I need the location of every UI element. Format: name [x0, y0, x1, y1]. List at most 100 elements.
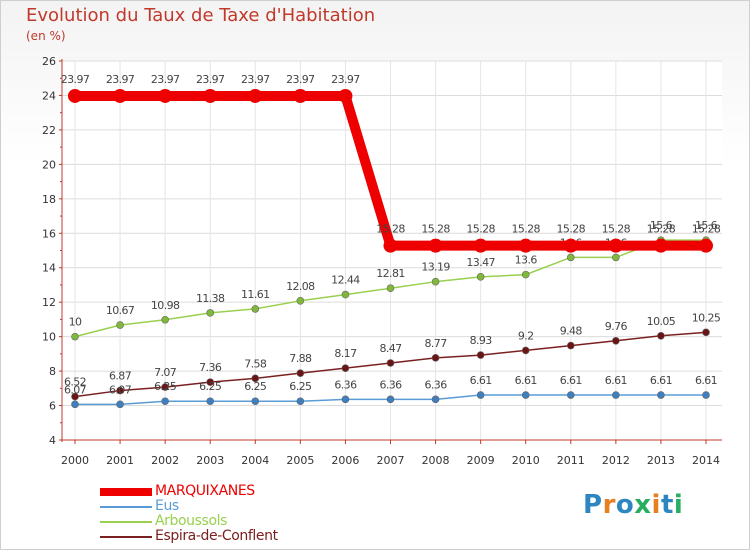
- x-tick-label: 2003: [196, 454, 224, 467]
- data-point-arboussols: [71, 332, 79, 341]
- data-point-eus: [657, 391, 665, 399]
- legend-item-eus[interactable]: Eus: [100, 498, 400, 515]
- data-label-eus: 6.25: [199, 380, 222, 393]
- data-point-eus: [161, 397, 169, 406]
- data-point-arboussols: [386, 284, 395, 293]
- data-point-espira-de-conflent: [566, 341, 575, 350]
- data-label-eus: 6.25: [154, 380, 177, 393]
- x-tick-label: 2010: [512, 454, 540, 467]
- data-point-eus: [476, 391, 485, 399]
- data-point-marquixanes: [428, 238, 443, 253]
- data-label-espira-de-conflent: 8.17: [334, 347, 357, 360]
- data-point-espira-de-conflent: [296, 369, 305, 377]
- x-tick-label: 2013: [647, 454, 675, 467]
- data-label-eus: 6.07: [64, 383, 87, 396]
- data-label-arboussols: 13.19: [421, 261, 450, 274]
- legend-item-marquixanes[interactable]: MARQUIXANES: [100, 483, 400, 500]
- data-point-espira-de-conflent: [657, 331, 665, 340]
- data-label-marquixanes: 23.97: [286, 73, 315, 86]
- data-label-marquixanes: 15.28: [602, 223, 631, 236]
- x-tick-label: 2008: [422, 454, 450, 467]
- logo-letter: i: [651, 490, 661, 520]
- data-label-marquixanes: 15.28: [421, 223, 450, 236]
- data-label-espira-de-conflent: 8.77: [425, 337, 448, 350]
- data-label-arboussols: 13.6: [515, 254, 538, 267]
- data-label-marquixanes: 15.28: [511, 223, 540, 236]
- data-label-arboussols: 10.67: [106, 304, 135, 317]
- legend-item-arboussols[interactable]: Arboussols: [100, 513, 400, 530]
- data-label-arboussols: 15.6: [695, 219, 718, 232]
- y-tick-label: 18: [42, 193, 56, 206]
- data-point-marquixanes: [248, 88, 263, 103]
- data-label-marquixanes: 15.28: [376, 223, 405, 236]
- data-label-espira-de-conflent: 6.52: [64, 376, 86, 389]
- x-tick-label: 2000: [61, 454, 89, 467]
- data-label-espira-de-conflent: 8.93: [470, 334, 493, 347]
- chart-title: Evolution du Taux de Taxe d'Habitation: [26, 5, 376, 26]
- y-tick-label: 12: [42, 296, 56, 309]
- data-point-eus: [251, 397, 260, 406]
- data-point-arboussols: [476, 273, 485, 281]
- legend-item-espira-de-conflent[interactable]: Espira-de-Conflent: [100, 528, 400, 545]
- series-espira-de-conflent: 6.52 6.87 7.07 7.36 7.58 7.88 8.17 8.47 8.77 8.93…: [64, 311, 721, 401]
- data-point-eus: [71, 400, 79, 409]
- data-label-eus: 6.36: [425, 378, 448, 391]
- data-label-arboussols: 12.81: [376, 267, 405, 280]
- data-point-marquixanes: [473, 238, 488, 253]
- data-point-marquixanes: [383, 238, 398, 253]
- data-label-marquixanes: 23.97: [241, 73, 270, 86]
- y-tick-label: 24: [42, 89, 56, 102]
- data-point-marquixanes: [563, 238, 578, 253]
- data-label-eus: 6.36: [334, 378, 357, 391]
- data-point-arboussols: [161, 315, 169, 324]
- data-point-espira-de-conflent: [386, 359, 395, 367]
- data-point-eus: [296, 397, 305, 406]
- data-point-espira-de-conflent: [251, 374, 260, 383]
- legend-swatch-espira-de-conflent: [100, 536, 152, 538]
- data-point-eus: [116, 400, 124, 409]
- data-label-eus: 6.61: [470, 374, 492, 387]
- x-tick-label: 2012: [602, 454, 630, 467]
- data-label-espira-de-conflent: 7.58: [244, 357, 267, 370]
- data-label-espira-de-conflent: 7.36: [199, 361, 222, 374]
- data-point-eus: [521, 391, 530, 399]
- data-point-arboussols: [116, 321, 124, 329]
- x-tick-label: 2014: [692, 454, 720, 467]
- data-point-eus: [386, 395, 395, 404]
- data-point-marquixanes: [653, 238, 668, 253]
- data-label-espira-de-conflent: 7.88: [289, 352, 312, 365]
- data-point-marquixanes: [518, 238, 533, 253]
- y-tick-label: 4: [49, 434, 56, 447]
- data-label-eus: 6.61: [695, 374, 717, 387]
- data-label-marquixanes: 23.97: [196, 73, 225, 86]
- y-tick-label: 20: [42, 158, 56, 171]
- legend-swatch-arboussols: [100, 521, 152, 523]
- data-label-espira-de-conflent: 9.76: [605, 320, 628, 333]
- x-tick-label: 2006: [331, 454, 359, 467]
- legend-label-eus: Eus: [155, 498, 179, 514]
- data-point-marquixanes: [608, 238, 623, 253]
- y-tick-label: 16: [42, 227, 56, 240]
- logo-letter: i: [673, 490, 684, 520]
- data-point-arboussols: [341, 290, 350, 299]
- legend-swatch-eus: [100, 506, 152, 508]
- logo-letter: r: [602, 490, 616, 520]
- data-point-eus: [431, 395, 440, 404]
- data-point-arboussols: [566, 253, 575, 262]
- data-label-marquixanes: 23.97: [331, 73, 360, 86]
- data-label-arboussols: 11.38: [196, 292, 225, 305]
- data-point-arboussols: [431, 277, 440, 286]
- x-tick-label: 2004: [241, 454, 269, 467]
- data-point-marquixanes: [113, 88, 128, 103]
- y-tick-label: 22: [42, 124, 56, 137]
- y-tick-label: 26: [42, 55, 56, 68]
- data-label-marquixanes: 15.28: [692, 223, 721, 236]
- chart-subtitle: (en %): [26, 29, 66, 43]
- y-tick-label: 6: [49, 400, 56, 413]
- data-label-eus: 6.25: [244, 380, 267, 393]
- data-point-marquixanes: [158, 88, 173, 103]
- data-point-marquixanes: [68, 88, 82, 103]
- data-label-espira-de-conflent: 10.25: [692, 311, 721, 324]
- logo-letter: P: [583, 490, 603, 520]
- data-point-espira-de-conflent: [341, 364, 350, 372]
